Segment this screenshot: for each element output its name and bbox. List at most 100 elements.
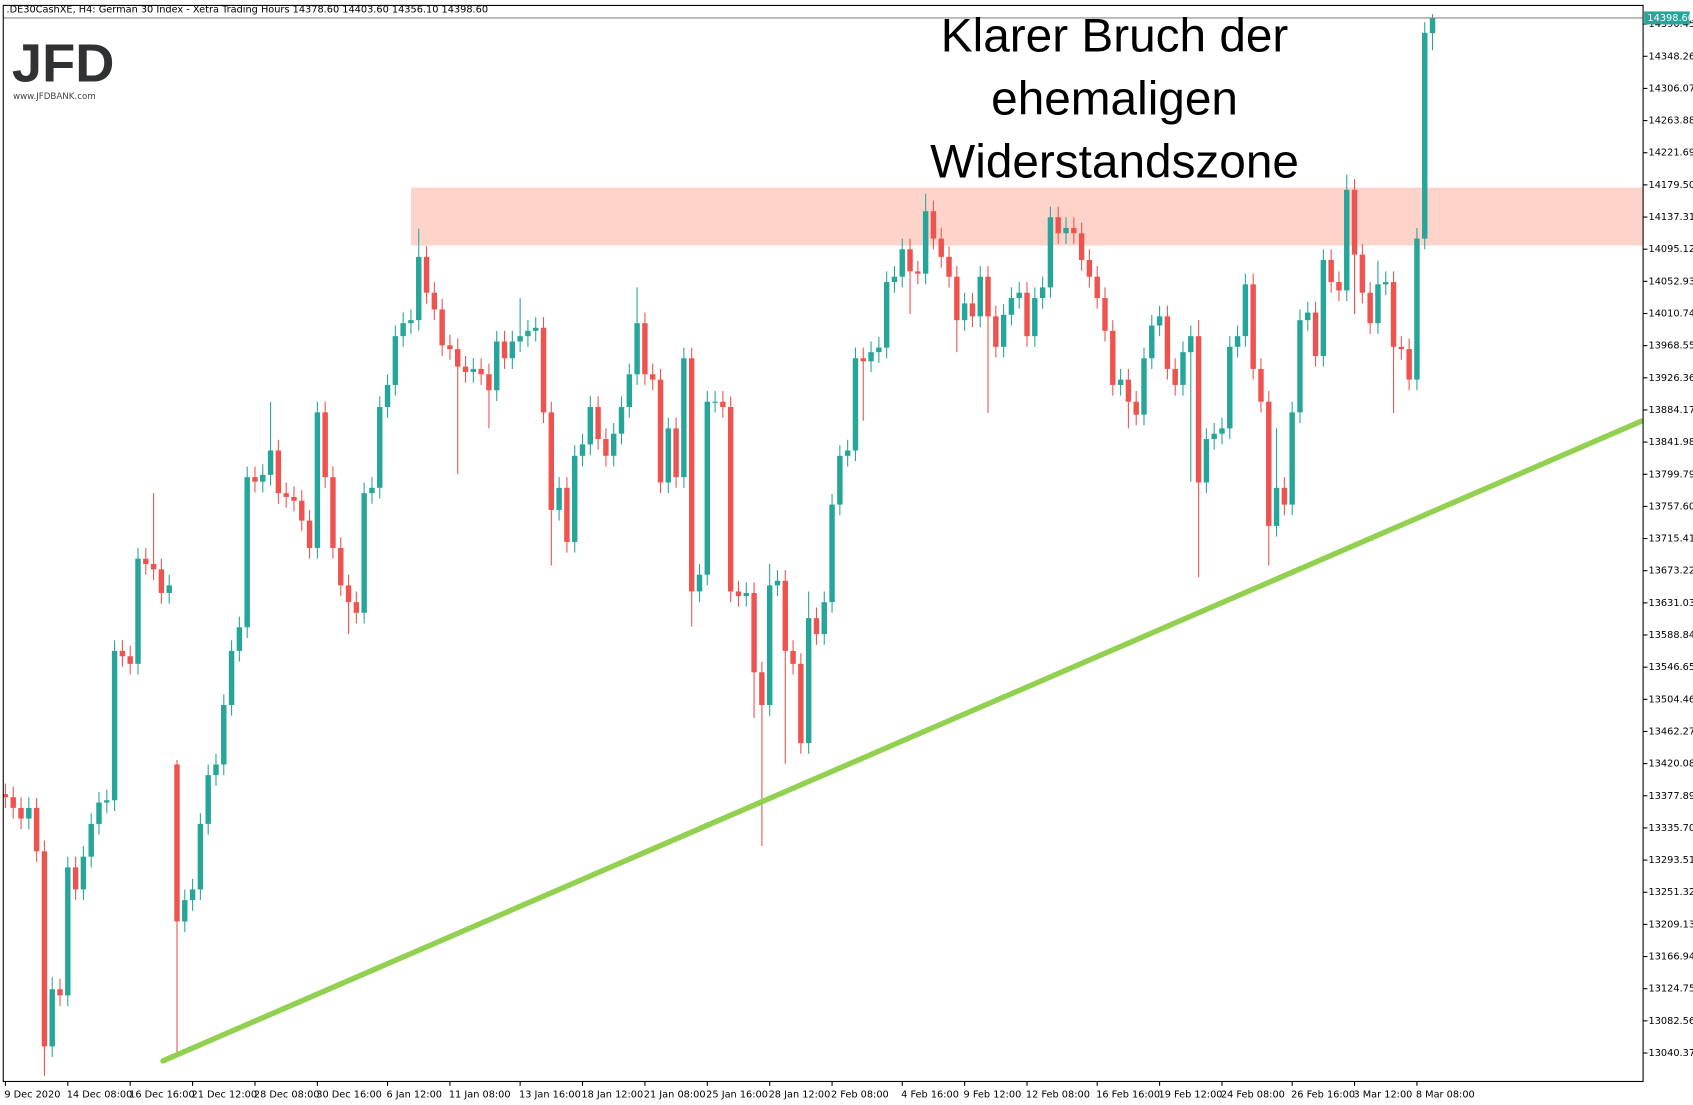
candle-body xyxy=(1273,487,1280,526)
candle-body xyxy=(3,794,9,798)
candle-body xyxy=(977,276,983,317)
candle-body xyxy=(306,520,313,549)
candle-body xyxy=(829,504,835,603)
candle-body xyxy=(1055,217,1061,234)
candle-body xyxy=(1094,276,1100,299)
candle-body xyxy=(470,368,477,372)
y-tick-label: 13082.56 xyxy=(1649,1016,1693,1027)
y-tick-label: 13040.37 xyxy=(1649,1048,1693,1059)
candle-body xyxy=(969,303,976,317)
x-tick-label: 14 Dec 08:00 xyxy=(67,1089,133,1100)
annotation: Widerstandszone xyxy=(930,135,1299,188)
x-tick-label: 19 Feb 12:00 xyxy=(1159,1089,1223,1100)
x-tick-label: 21 Jan 08:00 xyxy=(644,1089,706,1100)
candle-body xyxy=(1117,379,1124,385)
candle-body xyxy=(720,401,726,408)
candle-body xyxy=(1219,428,1225,434)
x-tick-label: 12 Feb 08:00 xyxy=(1026,1089,1090,1100)
x-tick-label: 4 Feb 16:00 xyxy=(901,1089,959,1100)
candle-body xyxy=(961,303,968,321)
candle-body xyxy=(330,477,336,549)
candle-body xyxy=(182,900,188,922)
candle-body xyxy=(1398,346,1405,350)
candle-body xyxy=(1258,368,1264,402)
candle-body xyxy=(782,580,788,651)
candle-body xyxy=(96,802,102,824)
x-tick-label: 26 Feb 16:00 xyxy=(1291,1089,1355,1100)
candle-body xyxy=(1149,325,1155,359)
candle-body xyxy=(127,656,133,664)
candle-body xyxy=(431,292,438,310)
candle-body xyxy=(1141,358,1147,415)
candle-body xyxy=(455,349,461,367)
candle-body xyxy=(41,851,48,1047)
candle-body xyxy=(260,474,266,482)
candle-body xyxy=(517,336,523,342)
candle-body xyxy=(33,807,40,852)
x-tick-label: 8 Mar 08:00 xyxy=(1416,1089,1475,1100)
candle-body xyxy=(501,341,508,359)
candle-body xyxy=(954,276,960,321)
candle-body xyxy=(790,650,796,664)
y-tick-label: 13673.22 xyxy=(1649,566,1693,577)
candle-body xyxy=(1172,368,1178,385)
candle-body xyxy=(462,366,469,372)
y-tick-label: 14052.93 xyxy=(1649,276,1693,287)
candle-body xyxy=(564,487,570,542)
candle-body xyxy=(509,341,516,359)
candle-body xyxy=(868,352,874,362)
candle-body xyxy=(314,412,321,549)
candle-body xyxy=(1024,292,1030,337)
candle-body xyxy=(111,650,118,801)
candle-body xyxy=(595,407,601,440)
candle-body xyxy=(915,271,921,274)
x-tick-label: 18 Jan 12:00 xyxy=(581,1089,643,1100)
y-tick-label: 13588.84 xyxy=(1649,630,1693,641)
y-tick-label: 14010.74 xyxy=(1649,309,1693,320)
candle-body xyxy=(384,384,391,408)
logo-url: www.JFDBANK.com xyxy=(13,92,96,102)
y-tick-label: 13293.51 xyxy=(1649,855,1693,866)
candle-body xyxy=(447,345,453,350)
candle-body xyxy=(494,341,500,391)
candle-body xyxy=(993,316,999,347)
candle-body xyxy=(244,477,250,628)
candle-body xyxy=(1016,292,1022,299)
candle-body xyxy=(1164,316,1171,369)
plot-frame xyxy=(2,4,1644,1083)
candle-body xyxy=(1211,433,1217,440)
y-tick-label: 13841.98 xyxy=(1649,437,1693,448)
candle-body xyxy=(1289,412,1295,505)
annotation: Klarer Bruch der xyxy=(941,10,1289,63)
logo: JFD xyxy=(12,34,114,94)
y-tick-label: 13715.41 xyxy=(1649,534,1693,545)
candle-body xyxy=(883,282,890,348)
candle-body xyxy=(1234,336,1241,347)
chart-title: .DE30CashXE, H4: German 30 Index - Xetra… xyxy=(7,5,489,16)
candle-body xyxy=(1250,284,1256,369)
candle-body xyxy=(221,705,227,765)
candle-body xyxy=(1320,259,1327,356)
candle-body xyxy=(1102,298,1108,331)
candle-body xyxy=(1227,346,1233,429)
candle-body xyxy=(844,450,851,456)
candle-body xyxy=(1367,292,1373,324)
candle-body xyxy=(1078,233,1085,260)
candle-body xyxy=(1032,298,1038,337)
candle-body xyxy=(946,256,952,277)
last-price-box xyxy=(1644,11,1690,25)
x-tick-label: 25 Jan 16:00 xyxy=(706,1089,768,1100)
candle-body xyxy=(766,585,773,706)
candle-body xyxy=(735,591,742,597)
overlay-layer: 14398.60 xyxy=(3,11,1693,25)
last-price-label: 14398.60 xyxy=(1647,13,1693,24)
candle-body xyxy=(657,379,664,483)
candle-body xyxy=(166,585,172,593)
y-tick-label: 14390.45 xyxy=(1649,19,1693,30)
candle-body xyxy=(587,407,594,445)
candle-body xyxy=(322,412,328,478)
candle-body xyxy=(369,487,375,494)
y-tick-label: 13546.65 xyxy=(1649,662,1693,673)
candle-body xyxy=(267,450,274,475)
